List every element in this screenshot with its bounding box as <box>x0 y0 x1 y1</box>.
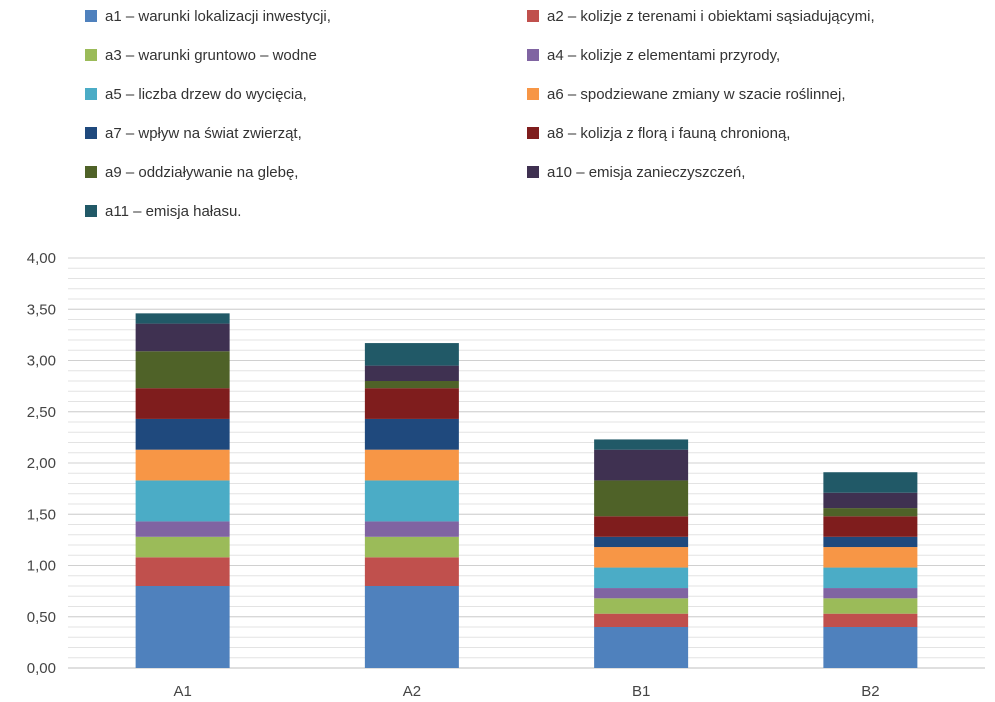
bar-segment-b2-a9 <box>823 508 918 517</box>
x-tick-label: B1 <box>632 683 650 700</box>
legend-label: a6 – spodziewane zmiany w szacie roślinn… <box>547 85 846 103</box>
legend-item: a11 – emisja hałasu. <box>85 201 241 221</box>
y-tick-label: 3,00 <box>27 353 56 370</box>
y-tick-label: 0,00 <box>27 660 56 677</box>
bar-segment-b1-a4 <box>594 588 689 599</box>
legend-item: a6 – spodziewane zmiany w szacie roślinn… <box>527 84 845 104</box>
legend-swatch <box>527 88 539 100</box>
bar-segment-b1-a11 <box>594 439 689 450</box>
bar-segment-b1-a7 <box>594 536 689 548</box>
bar-segment-a1-a4 <box>135 521 230 537</box>
legend-label: a3 – warunki gruntowo – wodne <box>105 46 317 64</box>
legend-item: a4 – kolizje z elementami przyrody, <box>527 45 780 65</box>
legend-swatch <box>85 127 97 139</box>
bar-segment-b1-a9 <box>594 480 689 517</box>
bar-segment-a2-a9 <box>364 381 459 389</box>
legend-label: a9 – oddziaływanie na glebę, <box>105 163 299 181</box>
legend-label: a10 – emisja zanieczyszczeń, <box>547 163 746 181</box>
bar-segment-a1-a8 <box>135 388 230 419</box>
bar-segment-a1-a5 <box>135 480 230 522</box>
legend-swatch <box>85 88 97 100</box>
legend-label: a8 – kolizja z florą i fauną chronioną, <box>547 124 791 142</box>
y-tick-label: 2,50 <box>27 404 56 421</box>
bar-segment-a2-a6 <box>364 449 459 481</box>
legend-swatch <box>85 166 97 178</box>
legend-label: a1 – warunki lokalizacji inwestycji, <box>105 7 331 25</box>
legend-swatch <box>85 10 97 22</box>
bar-segment-b1-a10 <box>594 449 689 481</box>
bar-segment-a1-a2 <box>135 557 230 586</box>
bar-segment-b2-a10 <box>823 492 918 509</box>
x-tick-label: A1 <box>173 683 191 700</box>
bar-segment-b2-a2 <box>823 613 918 627</box>
legend-item: a10 – emisja zanieczyszczeń, <box>527 162 745 182</box>
bar-segment-b2-a1 <box>823 627 918 668</box>
legend-swatch <box>85 205 97 217</box>
bar-segment-b1-a2 <box>594 613 689 627</box>
bar-segment-a2-a7 <box>364 418 459 450</box>
legend-label: a7 – wpływ na świat zwierząt, <box>105 124 302 142</box>
legend-label: a4 – kolizje z elementami przyrody, <box>547 46 781 64</box>
legend-label: a2 – kolizje z terenami i obiektami sąsi… <box>547 7 875 25</box>
bar-segment-a1-a11 <box>135 313 230 324</box>
legend-swatch <box>527 49 539 61</box>
bar-segment-a2-a8 <box>364 388 459 419</box>
y-tick-label: 2,00 <box>27 455 56 472</box>
legend-item: a8 – kolizja z florą i fauną chronioną, <box>527 123 790 143</box>
bar-segment-b2-a4 <box>823 588 918 599</box>
y-tick-label: 0,50 <box>27 609 56 626</box>
bar-segment-b1-a1 <box>594 627 689 668</box>
y-tick-label: 3,50 <box>27 301 56 318</box>
legend-item: a2 – kolizje z terenami i obiektami sąsi… <box>527 6 875 26</box>
bar-segment-a2-a3 <box>364 536 459 558</box>
bar-segment-a2-a2 <box>364 557 459 586</box>
bar-segment-a1-a6 <box>135 449 230 481</box>
bar-segment-b1-a5 <box>594 567 689 589</box>
bar-segment-a1-a3 <box>135 536 230 558</box>
legend-swatch <box>527 10 539 22</box>
bar-segment-b2-a7 <box>823 536 918 548</box>
legend-label: a5 – liczba drzew do wycięcia, <box>105 85 307 103</box>
bar-segment-b2-a11 <box>823 472 918 493</box>
legend-swatch <box>85 49 97 61</box>
bar-segment-a2-a4 <box>364 521 459 537</box>
bar-segment-b2-a6 <box>823 547 918 568</box>
x-tick-label: B2 <box>861 683 879 700</box>
bar-segment-a1-a10 <box>135 323 230 352</box>
bar-segment-b1-a8 <box>594 516 689 537</box>
bar-segment-b2-a5 <box>823 567 918 589</box>
bar-segment-b2-a3 <box>823 598 918 614</box>
bar-segment-a1-a1 <box>135 586 230 668</box>
legend-item: a7 – wpływ na świat zwierząt, <box>85 123 302 143</box>
legend-swatch <box>527 127 539 139</box>
bar-segment-a2-a5 <box>364 480 459 522</box>
bar-segment-b1-a3 <box>594 598 689 614</box>
legend-item: a5 – liczba drzew do wycięcia, <box>85 84 307 104</box>
legend-item: a3 – warunki gruntowo – wodne <box>85 45 317 65</box>
bar-segment-a1-a7 <box>135 418 230 450</box>
bar-segment-a2-a10 <box>364 365 459 381</box>
legend-item: a1 – warunki lokalizacji inwestycji, <box>85 6 331 26</box>
legend-swatch <box>527 166 539 178</box>
bar-segment-a2-a1 <box>364 586 459 668</box>
bar-segment-b1-a6 <box>594 547 689 568</box>
bar-segment-a2-a11 <box>364 343 459 366</box>
y-tick-label: 4,00 <box>27 250 56 267</box>
legend-item: a9 – oddziaływanie na glebę, <box>85 162 298 182</box>
x-tick-label: A2 <box>403 683 421 700</box>
y-tick-label: 1,50 <box>27 506 56 523</box>
legend-label: a11 – emisja hałasu. <box>105 202 242 220</box>
y-tick-label: 1,00 <box>27 558 56 575</box>
bar-segment-a1-a9 <box>135 351 230 389</box>
bar-segment-b2-a8 <box>823 516 918 537</box>
